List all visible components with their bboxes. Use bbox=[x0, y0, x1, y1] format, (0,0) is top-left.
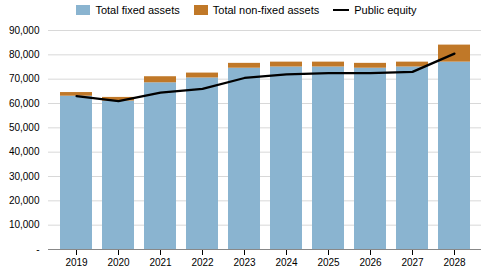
svg-text:2022: 2022 bbox=[191, 257, 214, 268]
svg-text:2028: 2028 bbox=[443, 257, 466, 268]
svg-text:50,000: 50,000 bbox=[9, 122, 40, 133]
svg-text:40,000: 40,000 bbox=[9, 146, 40, 157]
svg-text:30,000: 30,000 bbox=[9, 171, 40, 182]
svg-text:20,000: 20,000 bbox=[9, 195, 40, 206]
svg-text:2023: 2023 bbox=[233, 257, 256, 268]
svg-text:60,000: 60,000 bbox=[9, 98, 40, 109]
svg-text:2021: 2021 bbox=[149, 257, 172, 268]
svg-text:2026: 2026 bbox=[359, 257, 382, 268]
html-text:Total fixed assets: Total fixed assets bbox=[95, 4, 180, 16]
html-text:Total non-fixed assets: Total non-fixed assets bbox=[212, 4, 320, 16]
svg-text:2024: 2024 bbox=[275, 257, 298, 268]
svg-text:90,000: 90,000 bbox=[9, 25, 40, 36]
svg-text:2019: 2019 bbox=[65, 257, 88, 268]
svg-text:2027: 2027 bbox=[401, 257, 424, 268]
svg-text:2025: 2025 bbox=[317, 257, 340, 268]
svg-text:-: - bbox=[36, 244, 39, 255]
svg-text:80,000: 80,000 bbox=[9, 49, 40, 60]
svg-text:10,000: 10,000 bbox=[9, 219, 40, 230]
html-text:Public equity: Public equity bbox=[354, 4, 417, 16]
svg-text:70,000: 70,000 bbox=[9, 73, 40, 84]
svg-text:2020: 2020 bbox=[107, 257, 130, 268]
